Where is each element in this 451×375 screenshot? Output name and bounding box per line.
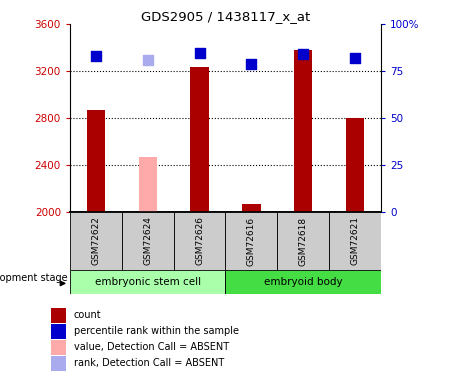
Text: GSM72618: GSM72618: [299, 216, 308, 266]
Bar: [329, 212, 381, 270]
Text: GSM72616: GSM72616: [247, 216, 256, 266]
Bar: [190, 67, 209, 212]
Bar: [51, 340, 66, 355]
Bar: [70, 212, 122, 270]
Bar: [242, 204, 261, 212]
Text: development stage: development stage: [0, 273, 68, 284]
Bar: [277, 212, 329, 270]
Bar: [51, 356, 66, 371]
Point: [144, 57, 151, 63]
Text: embryoid body: embryoid body: [264, 277, 343, 287]
Text: percentile rank within the sample: percentile rank within the sample: [74, 326, 239, 336]
Text: embryonic stem cell: embryonic stem cell: [95, 277, 201, 287]
Text: count: count: [74, 310, 101, 321]
Bar: [51, 308, 66, 323]
Text: rank, Detection Call = ABSENT: rank, Detection Call = ABSENT: [74, 358, 224, 368]
Bar: [226, 212, 277, 270]
Text: value, Detection Call = ABSENT: value, Detection Call = ABSENT: [74, 342, 229, 352]
Bar: [138, 157, 157, 212]
Title: GDS2905 / 1438117_x_at: GDS2905 / 1438117_x_at: [141, 10, 310, 23]
Point: [196, 50, 203, 55]
Bar: [226, 270, 381, 294]
Text: GSM72621: GSM72621: [351, 216, 359, 266]
Bar: [51, 324, 66, 339]
Point: [351, 55, 359, 61]
Point: [299, 51, 307, 57]
Bar: [70, 270, 226, 294]
Text: GSM72626: GSM72626: [195, 216, 204, 266]
Bar: [174, 212, 226, 270]
Point: [92, 53, 99, 59]
Text: GSM72622: GSM72622: [92, 216, 100, 266]
Text: GSM72624: GSM72624: [143, 216, 152, 266]
Bar: [122, 212, 174, 270]
Bar: [294, 50, 313, 212]
Bar: [87, 110, 105, 212]
Bar: [346, 118, 364, 212]
Point: [248, 61, 255, 67]
